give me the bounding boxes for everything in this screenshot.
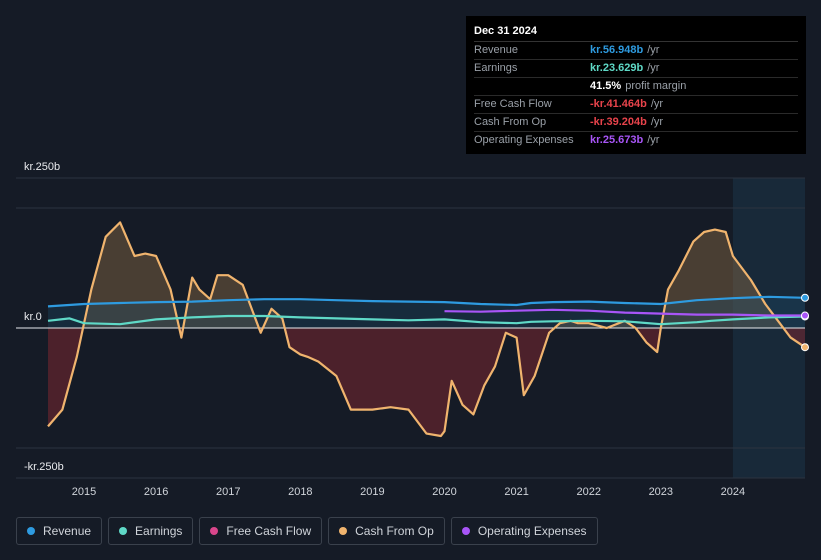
x-tick-label: 2023	[649, 486, 673, 498]
legend-item-free-cash-flow[interactable]: Free Cash Flow	[199, 517, 323, 545]
x-tick-label: 2024	[721, 486, 745, 498]
legend-label: Earnings	[135, 524, 183, 538]
cash-from-op-positive-area	[48, 222, 805, 328]
legend-dot-icon	[210, 527, 219, 535]
legend-item-cash-from-op[interactable]: Cash From Op	[328, 517, 445, 545]
chart-legend: Revenue Earnings Free Cash Flow Cash From O…	[16, 517, 604, 545]
x-tick-label: 2016	[144, 486, 168, 498]
tooltip-unit: profit margin	[625, 80, 687, 92]
legend-item-revenue[interactable]: Revenue	[16, 517, 103, 545]
tooltip-label: Free Cash Flow	[474, 98, 552, 110]
tooltip-row: Cash From Op -kr.39.204b/yr	[474, 114, 798, 132]
tooltip-unit: /yr	[647, 62, 660, 74]
legend-label: Free Cash Flow	[226, 524, 312, 538]
y-axis-labels: kr.250b kr.0 -kr.250b	[24, 161, 64, 473]
series-endpoints	[801, 293, 809, 352]
tooltip-unit: /yr	[650, 116, 664, 128]
cash-from-op-line	[47, 221, 806, 438]
tooltip-date: Dec 31 2024	[474, 23, 798, 42]
legend-label: Operating Expenses	[477, 524, 587, 538]
tooltip-row: Earnings kr.23.629b/yr	[474, 60, 798, 78]
tooltip-unit: /yr	[647, 134, 660, 146]
tooltip-unit: /yr	[650, 98, 664, 110]
tooltip-label: Earnings	[474, 62, 518, 74]
cash-from-op-negative-area	[48, 328, 805, 436]
tooltip-row: Operating Expenses kr.25.673b/yr	[474, 132, 798, 149]
x-tick-label: 2022	[576, 486, 600, 498]
x-tick-label: 2020	[432, 486, 456, 498]
data-tooltip: Dec 31 2024 Revenue kr.56.948b/yr Earnings…	[466, 16, 806, 154]
y-tick-label: kr.0	[24, 311, 42, 323]
tooltip-label	[474, 78, 590, 95]
cash-from-op-endpoint	[801, 343, 809, 352]
legend-item-operating-expenses[interactable]: Operating Expenses	[450, 517, 598, 545]
tooltip-value: kr.56.948b	[590, 44, 644, 56]
y-tick-label: -kr.250b	[24, 461, 64, 473]
legend-dot-icon	[119, 527, 128, 535]
legend-dot-icon	[27, 527, 35, 535]
tooltip-value: -kr.39.204b	[590, 116, 647, 128]
tooltip-rows: Revenue kr.56.948b/yr Earnings kr.23.629b/y…	[474, 42, 798, 149]
legend-label: Cash From Op	[355, 524, 434, 538]
tooltip-row: Free Cash Flow -kr.41.464b/yr	[474, 96, 798, 114]
legend-dot-icon	[461, 527, 470, 535]
tooltip-value: -kr.41.464b	[590, 98, 647, 110]
series-lines	[47, 221, 806, 438]
operating-expenses-line	[444, 308, 805, 317]
x-tick-label: 2019	[360, 486, 384, 498]
gridlines	[16, 177, 805, 479]
x-tick-label: 2021	[504, 486, 528, 498]
area-fills	[48, 222, 805, 436]
earnings-line	[47, 314, 806, 326]
tooltip-row: 41.5% profit margin	[474, 78, 798, 96]
legend-dot-icon	[339, 527, 348, 535]
legend-label: Revenue	[43, 524, 92, 538]
legend-item-earnings[interactable]: Earnings	[108, 517, 194, 545]
tooltip-value: kr.23.629b	[590, 62, 644, 74]
x-axis-labels: 2015 2016 2017 2018 2019 2020 2021 2022 2023 2024	[72, 486, 745, 498]
tooltip-unit: /yr	[647, 44, 660, 56]
tooltip-value: 41.5%	[590, 80, 622, 92]
x-tick-label: 2017	[216, 486, 240, 498]
x-tick-label: 2015	[72, 486, 96, 498]
operating-expenses-endpoint	[801, 311, 809, 320]
tooltip-value: kr.25.673b	[590, 134, 644, 146]
tooltip-label: Operating Expenses	[474, 134, 574, 146]
revenue-line	[47, 295, 806, 308]
revenue-endpoint	[801, 293, 809, 302]
y-tick-label: kr.250b	[24, 161, 60, 173]
tooltip-label: Cash From Op	[474, 116, 547, 128]
x-tick-label: 2018	[288, 486, 312, 498]
tooltip-row: Revenue kr.56.948b/yr	[474, 42, 798, 60]
tooltip-label: Revenue	[474, 44, 519, 56]
